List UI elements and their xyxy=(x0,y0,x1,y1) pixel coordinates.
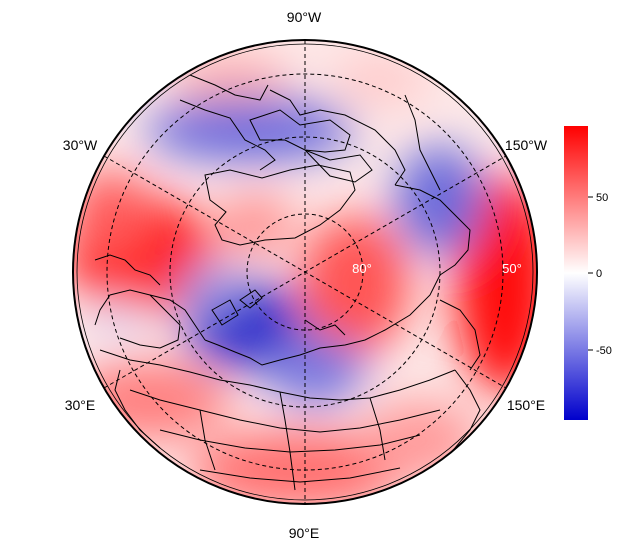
map-inner-boundary xyxy=(76,43,534,501)
lon-label-30e: 30°E xyxy=(65,397,96,413)
graticule-meridian-30-150b xyxy=(103,155,507,389)
lon-label-90w: 90°W xyxy=(287,9,322,25)
lon-label-150w: 150°W xyxy=(505,137,548,153)
lon-label-30w: 30°W xyxy=(63,137,98,153)
lon-label-150e: 150°E xyxy=(507,397,545,413)
graticule-lat-80 xyxy=(246,213,364,331)
graticule xyxy=(103,40,507,504)
colorbar-label-0: 0 xyxy=(596,268,602,280)
colorbar: 50 0 -50 xyxy=(564,126,612,420)
lat-label-80: 80° xyxy=(352,261,372,276)
colorbar-gradient xyxy=(564,126,588,420)
colorbar-label-50: 50 xyxy=(596,192,608,204)
lat-label-50: 50° xyxy=(502,261,522,276)
anomaly-field xyxy=(73,40,537,504)
colorbar-label-neg50: -50 xyxy=(596,345,612,357)
map-boundary xyxy=(72,39,538,505)
lon-label-90e: 90°E xyxy=(289,525,320,541)
